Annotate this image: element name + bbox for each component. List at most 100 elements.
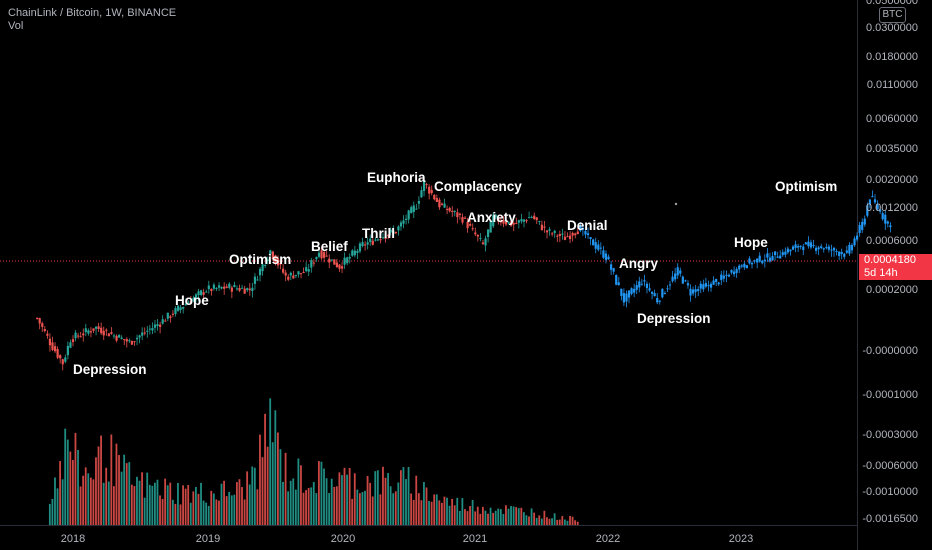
volume-bar (502, 514, 505, 525)
volume-bar (402, 467, 405, 525)
projection-candle (871, 190, 874, 198)
candle (130, 340, 134, 346)
candle (527, 211, 531, 219)
candle (179, 304, 182, 314)
candle (205, 289, 208, 293)
chart-legend: ChainLink / Bitcoin, 1W, BINANCE Vol (8, 7, 176, 33)
projection-candle (861, 218, 864, 234)
projection-candle (709, 281, 713, 292)
candle (371, 235, 374, 246)
projection-candle (784, 247, 787, 258)
volume-bar (207, 505, 210, 525)
volume-bar (210, 490, 213, 525)
volume-bar (212, 493, 215, 525)
symbol-title[interactable]: ChainLink / Bitcoin, 1W, BINANCE (8, 7, 177, 19)
volume-bar (412, 499, 415, 525)
volume-bar (143, 497, 146, 525)
candle (115, 334, 118, 343)
volume-bar (561, 516, 564, 525)
volume-bar (453, 505, 456, 525)
candle (94, 326, 98, 336)
volume-bar (253, 467, 256, 525)
volume-bar (558, 519, 561, 525)
candle (422, 179, 426, 197)
volume-bar (153, 482, 156, 525)
projection-candle (630, 287, 633, 296)
volume-bar (405, 479, 407, 525)
candle (194, 292, 198, 303)
candle (576, 227, 579, 235)
volume-bar (59, 461, 61, 525)
projection-candle (661, 288, 664, 299)
candle (279, 260, 282, 270)
candle (428, 184, 431, 200)
price-tick-label: 0.0020000 (866, 174, 918, 186)
projection-candle (702, 279, 705, 292)
volume-bar (97, 446, 100, 525)
candle (192, 295, 195, 303)
candle (397, 225, 400, 236)
projection-candle (779, 250, 782, 259)
volume-bar (215, 499, 218, 525)
candle (510, 218, 513, 227)
volume-bar (505, 505, 507, 525)
volume-label[interactable]: Vol (8, 20, 24, 32)
candle (266, 256, 269, 265)
candle (61, 358, 64, 371)
candle (200, 289, 203, 297)
currency-badge[interactable]: BTC (879, 7, 906, 23)
volume-bar (69, 451, 72, 525)
volume-bar (353, 473, 356, 525)
projection-candle (584, 229, 587, 239)
volume-bar (522, 512, 525, 525)
volume-bar (458, 510, 461, 525)
volume-bar (563, 519, 566, 525)
projection-candle (799, 245, 802, 250)
candle (84, 323, 87, 337)
volume-bar (307, 487, 310, 525)
candle (189, 296, 192, 304)
volume-tick-label: -0.0016500 (862, 513, 918, 525)
candle (202, 288, 205, 302)
projection-candle (748, 256, 751, 265)
candle (335, 258, 339, 268)
candle (364, 241, 367, 251)
candle (107, 332, 110, 337)
volume-bar (443, 496, 446, 525)
volume-bar (469, 506, 471, 525)
candle (284, 269, 287, 282)
volume-bar (61, 479, 64, 525)
candle (392, 225, 395, 238)
candle (497, 215, 500, 225)
price-tick-label: 0.0006000 (866, 235, 918, 247)
volume-bar (174, 503, 177, 525)
volume-bar (528, 516, 530, 525)
candle (323, 250, 326, 263)
candle (176, 305, 180, 312)
projection-candle (873, 194, 877, 205)
candle (207, 280, 210, 294)
volume-bar (569, 516, 571, 525)
volume-bar (358, 493, 361, 525)
volume-bar (492, 512, 495, 525)
candle (238, 284, 241, 293)
candle (520, 213, 523, 224)
projection-candle (720, 270, 723, 285)
projection-candle (691, 286, 695, 296)
volume-bar (474, 511, 477, 525)
volume-tick-label: -0.0006000 (862, 460, 918, 472)
projection-candle (689, 284, 692, 302)
projection-candle (848, 242, 851, 256)
volume-bar (146, 472, 149, 525)
projection-candle (594, 237, 597, 254)
annotation-denial: Denial (567, 218, 608, 233)
volume-bar (525, 515, 528, 525)
projection-candle (704, 277, 708, 289)
candle (138, 334, 141, 344)
volume-bar (261, 457, 264, 525)
candle (533, 212, 536, 221)
volume-bar (84, 467, 87, 525)
volume-bar (576, 521, 579, 525)
volume-bar (92, 479, 95, 525)
